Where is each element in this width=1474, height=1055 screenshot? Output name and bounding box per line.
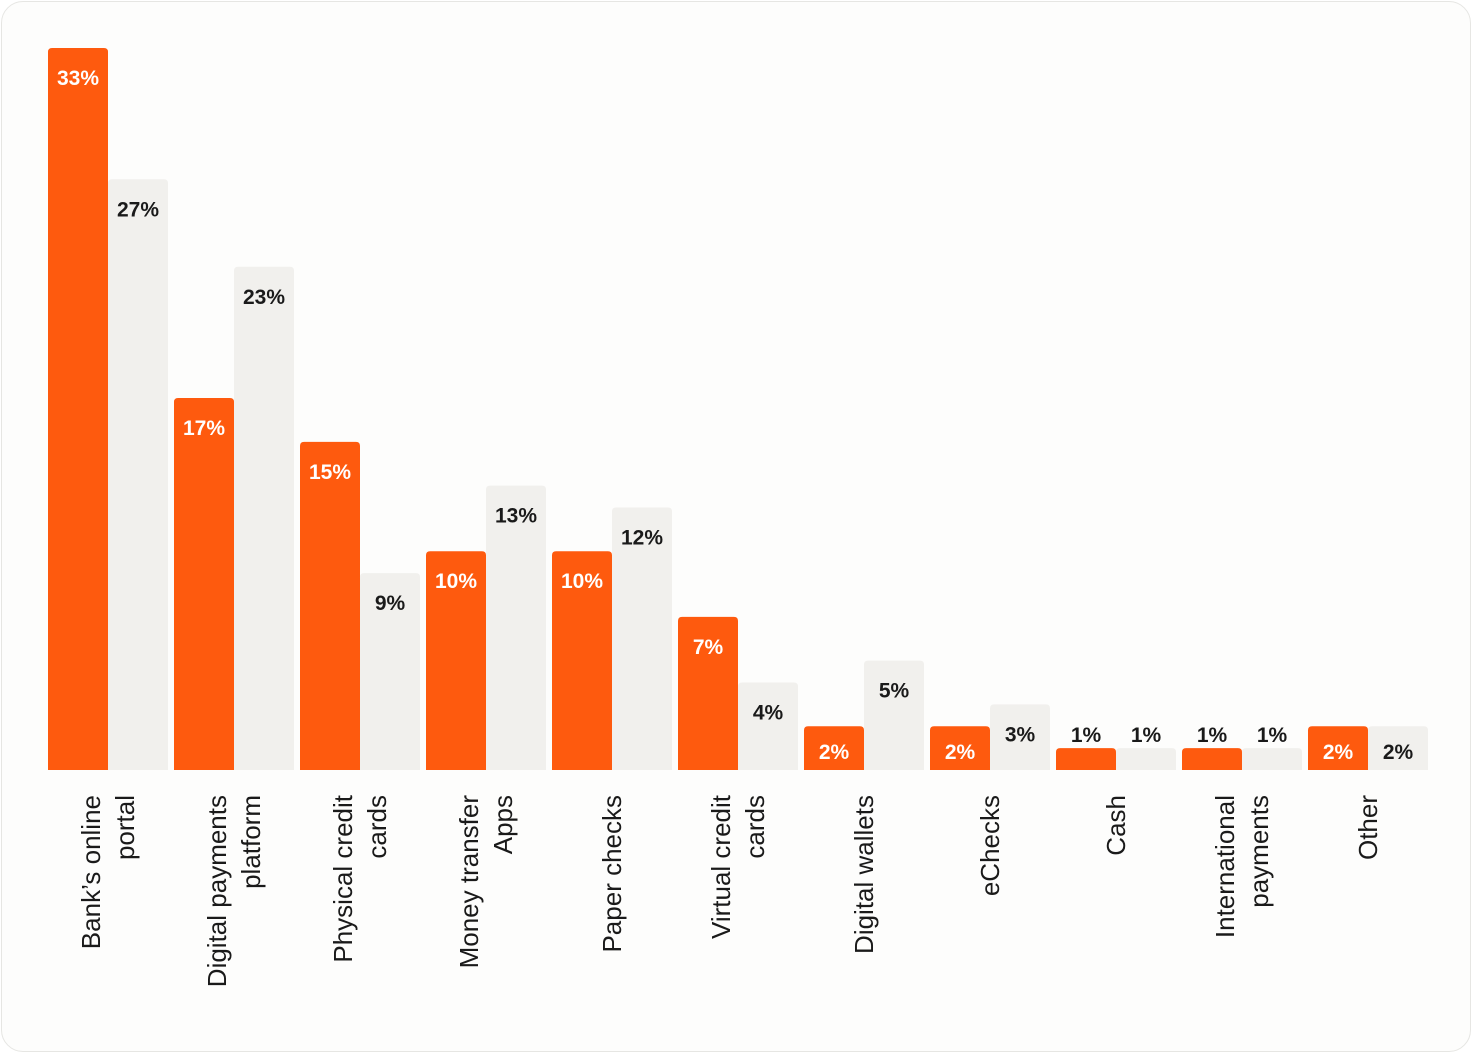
bar-primary: [1056, 748, 1116, 770]
data-label: 27%: [117, 198, 159, 221]
data-label: 2%: [819, 741, 850, 764]
bar-group: 17% 23% Digital payments platform: [174, 266, 294, 987]
bar-group: 10% 13% Money transfer Apps: [426, 485, 546, 969]
bar-group: 7% 4% Virtual credit cards: [678, 616, 798, 939]
category-label: Physical credit cards: [328, 794, 392, 962]
category-label: Other: [1353, 795, 1383, 860]
category-label: International payments: [1210, 795, 1274, 938]
bar-primary: [678, 616, 738, 770]
bar-secondary: [108, 179, 168, 771]
data-label: 23%: [243, 286, 285, 309]
data-label: 33%: [57, 67, 99, 90]
data-label: 17%: [183, 417, 225, 440]
bar-primary: [426, 551, 486, 770]
bar-secondary: [612, 507, 672, 770]
data-label: 1%: [1197, 724, 1228, 747]
data-label: 2%: [1383, 741, 1414, 764]
bar-group: 2% 2% Other: [1308, 726, 1428, 860]
data-label: 1%: [1257, 724, 1288, 747]
category-label: Digital wallets: [849, 795, 879, 954]
category-label: Money transfer Apps: [454, 795, 518, 969]
data-label: 4%: [753, 701, 784, 724]
bar-group: 2% 3% eChecks: [930, 704, 1050, 896]
category-label: eChecks: [975, 795, 1005, 896]
data-label: 12%: [621, 526, 663, 549]
bar-secondary: [738, 682, 798, 770]
category-label: Cash: [1101, 795, 1131, 856]
bar-secondary: [360, 573, 420, 770]
bar-secondary: [486, 485, 546, 770]
bar-primary: [1182, 748, 1242, 770]
bar-primary: [300, 441, 360, 770]
data-label: 2%: [945, 741, 976, 764]
bar-primary: [804, 726, 864, 770]
bar-group: 1% 1% Cash: [1056, 724, 1176, 856]
bar-primary: [1308, 726, 1368, 770]
bar-secondary: [990, 704, 1050, 770]
data-label: 10%: [561, 570, 603, 593]
bar-group: 1% 1% International payments: [1182, 724, 1302, 938]
bar-secondary: [864, 660, 924, 770]
category-label: Bank’s online portal: [76, 795, 140, 949]
category-label: Paper checks: [597, 795, 627, 953]
data-label: 7%: [693, 636, 724, 659]
data-label: 1%: [1131, 724, 1162, 747]
bar-secondary: [1116, 748, 1176, 770]
bar-secondary: [1242, 748, 1302, 770]
data-label: 5%: [879, 680, 910, 703]
data-label: 1%: [1071, 724, 1102, 747]
data-label: 9%: [375, 592, 406, 615]
bar-primary: [174, 398, 234, 770]
bar-secondary: [234, 266, 294, 770]
data-label: 13%: [495, 505, 537, 528]
bar-group: 2% 5% Digital wallets: [804, 660, 924, 954]
category-label: Digital payments platform: [202, 795, 266, 987]
bar-primary: [552, 551, 612, 770]
bar-primary: [930, 726, 990, 770]
bar-group: 15% 9% Physical credit cards: [300, 441, 420, 963]
bar-group: 10% 12% Paper checks: [552, 507, 672, 953]
bar-group: 33% 27% Bank’s online portal: [48, 48, 168, 949]
data-label: 2%: [1323, 741, 1354, 764]
bar-secondary: [1368, 726, 1428, 770]
bar-primary: [48, 48, 108, 770]
category-label: Virtual credit cards: [706, 794, 770, 939]
data-label: 3%: [1005, 723, 1036, 746]
data-label: 15%: [309, 461, 351, 484]
data-label: 10%: [435, 570, 477, 593]
